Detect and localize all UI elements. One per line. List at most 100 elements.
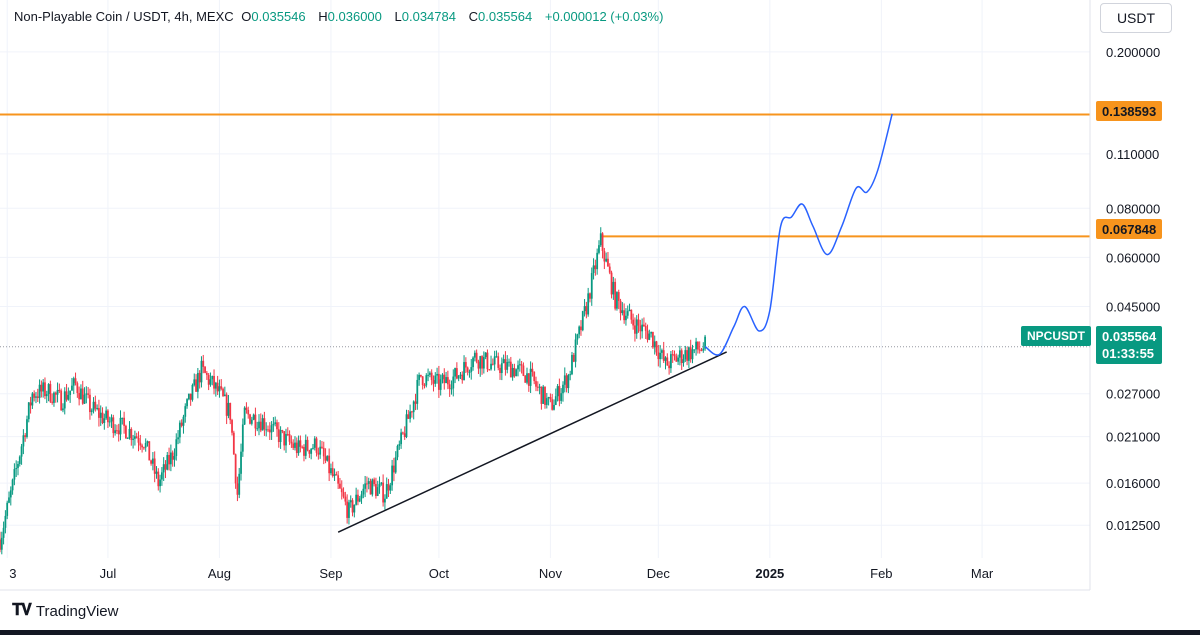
candle-body: [71, 385, 73, 391]
candle-body: [653, 341, 656, 348]
candle-body: [522, 365, 525, 376]
candle-body: [355, 494, 358, 505]
candle-body: [398, 444, 401, 446]
candle-body: [652, 332, 654, 348]
candle-body: [171, 452, 174, 460]
candle-body: [691, 349, 694, 360]
candle-body: [128, 428, 131, 438]
candle-body: [464, 362, 467, 368]
candle-body: [211, 376, 214, 380]
symbol-title[interactable]: Non-Playable Coin / USDT, 4h, MEXC: [14, 9, 234, 24]
candle-body: [132, 438, 135, 440]
candle-body: [72, 378, 75, 386]
candle-body: [662, 350, 665, 361]
candle-body: [76, 383, 79, 393]
candle-body: [535, 381, 537, 387]
candle-body: [567, 374, 570, 389]
candle-body: [544, 386, 546, 405]
candle-body: [632, 319, 635, 326]
candle-body: [198, 372, 201, 383]
x-tick-label: Mar: [971, 566, 994, 581]
candle-body: [378, 484, 381, 488]
time-axis[interactable]: 3 Jul Aug Sep Oct Nov Dec 2025 Feb Mar: [0, 566, 1090, 591]
horizontal-levels: [0, 113, 1090, 348]
candle-body: [121, 417, 124, 419]
candle-body: [454, 368, 456, 377]
candle-body: [229, 402, 232, 421]
candle-body: [83, 394, 86, 404]
candle-body: [344, 496, 347, 502]
candle-body: [684, 350, 687, 360]
candle-body: [126, 437, 129, 439]
candle-body: [119, 417, 122, 435]
candle-body: [549, 397, 552, 400]
candle-body: [590, 273, 593, 299]
candle-body: [53, 392, 55, 403]
candle-body: [54, 392, 57, 395]
candle-body: [339, 483, 341, 489]
upper-level-tag: 0.138593: [1096, 101, 1163, 121]
candle-body: [385, 484, 388, 499]
candle-body: [195, 379, 197, 392]
tradingview-logo[interactable]: 𝐓𝐕 TradingView: [12, 602, 118, 620]
candle-body: [250, 419, 253, 424]
candle-body: [461, 374, 464, 381]
candle-body: [675, 356, 678, 362]
candle-body: [125, 425, 127, 439]
candle-body: [641, 324, 644, 332]
candle-body: [290, 441, 293, 444]
candle-body: [655, 341, 658, 353]
high-label: H: [318, 9, 328, 24]
candle-body: [204, 366, 206, 373]
candle-body: [657, 352, 660, 360]
candle-body: [545, 398, 548, 405]
candle-body: [164, 464, 167, 470]
candle-body: [668, 365, 671, 369]
candle-body: [529, 368, 532, 386]
candle-body: [450, 388, 453, 390]
candle-body: [626, 311, 629, 316]
candle-body: [437, 373, 440, 390]
candle-body: [182, 416, 185, 426]
candle-body: [394, 457, 397, 473]
candle-body: [475, 352, 478, 362]
candle-body: [639, 325, 642, 332]
price-axis[interactable]: 0.200000 0.110000 0.080000 0.060000 0.045000…: [1089, 0, 1160, 590]
candle-body: [85, 393, 88, 395]
candle-body: [142, 447, 145, 449]
candle-body: [270, 425, 273, 433]
x-tick-label: Feb: [870, 566, 892, 581]
x-tick-label: Nov: [539, 566, 563, 581]
candle-body: [317, 452, 320, 455]
candle-body: [504, 359, 507, 370]
candle-body: [216, 382, 219, 392]
currency-button[interactable]: USDT: [1100, 3, 1172, 33]
close-value: 0.035564: [478, 9, 533, 24]
candle-body: [346, 501, 349, 518]
candle-body: [387, 484, 390, 491]
candle-body: [123, 417, 126, 426]
candle-body: [376, 487, 379, 496]
candle-body: [62, 408, 64, 411]
x-tick-label: Aug: [208, 566, 231, 581]
candle-body: [704, 336, 706, 349]
candle-body: [308, 450, 311, 454]
candle-body: [382, 482, 385, 503]
y-tick-label: 0.200000: [1106, 45, 1160, 60]
candle-body: [625, 315, 627, 321]
candle-body: [324, 456, 327, 461]
candle-body: [94, 401, 97, 409]
candle-body: [294, 442, 296, 448]
candle-body: [486, 352, 489, 370]
x-tick-label: Jul: [100, 566, 117, 581]
candle-body: [51, 401, 54, 403]
candle-body: [35, 396, 37, 398]
candle-body: [686, 350, 688, 361]
candle-body: [155, 471, 158, 474]
candle-body: [432, 380, 435, 384]
candle-body: [200, 360, 203, 383]
candle-body: [45, 394, 48, 397]
candle-body: [635, 319, 638, 334]
candle-body: [222, 388, 224, 396]
